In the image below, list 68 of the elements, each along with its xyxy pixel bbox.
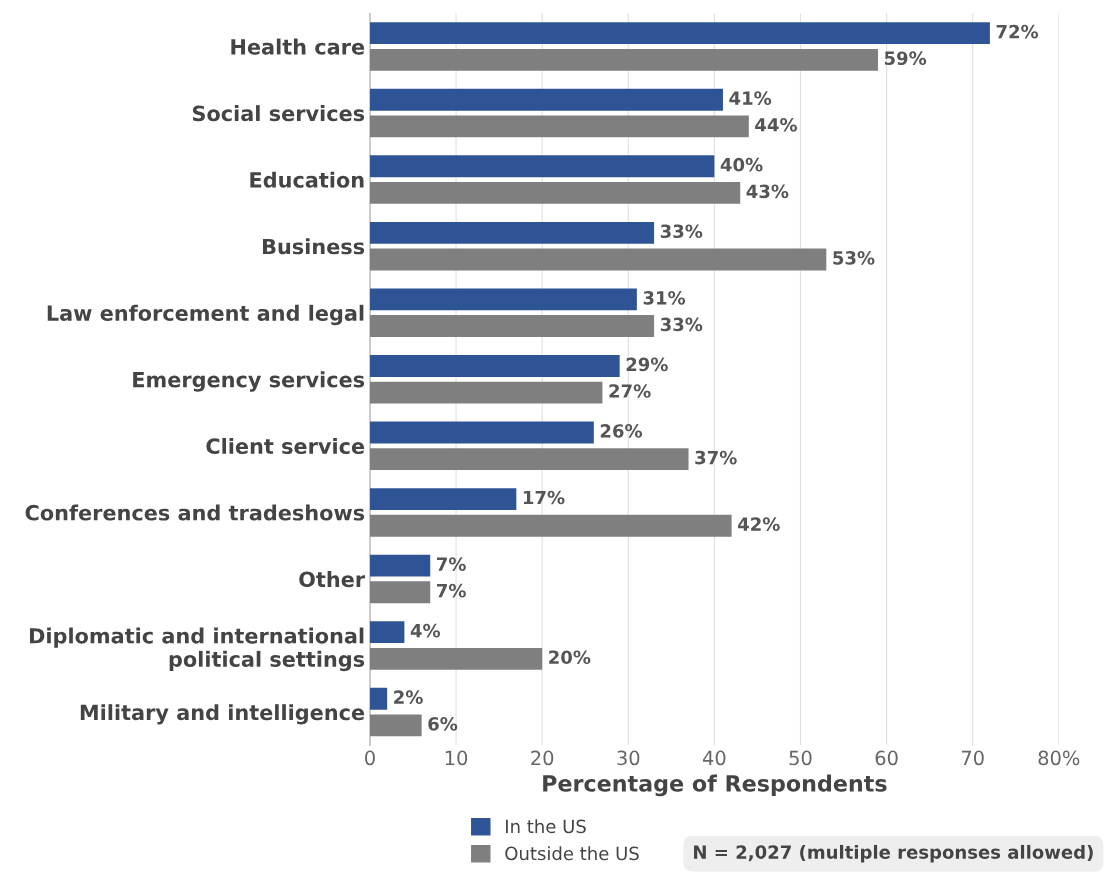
bar [369,421,594,444]
x-tick-label: 20 [531,750,554,766]
data-label: 17% [523,490,565,505]
bar [369,221,655,244]
bar [369,647,543,670]
x-tick-label: 60 [875,750,898,766]
x-tick-label: 80% [1038,750,1080,766]
y-tick-label: Other [299,571,366,588]
data-label: 53% [833,251,875,265]
data-label: 37% [695,450,737,465]
y-tick-label: Education [250,171,364,188]
data-label: 33% [660,224,703,239]
x-tick-label: 50 [789,750,812,766]
bar [369,554,431,577]
bar [369,115,749,138]
x-tick-label: 30 [617,750,640,766]
x-tick-label: 70 [961,750,984,766]
text: N = 2,027 (multiple responses allowed) [694,844,1093,863]
legend-label: In the US [506,819,586,834]
data-label: 7% [437,583,466,598]
bar [369,182,741,204]
bar [369,288,637,311]
y-tick-label: Diplomatic and international political settings [30,627,365,672]
x-tick-label: 0 [365,750,375,766]
bar [369,88,723,111]
bar [369,714,422,737]
y-tick-label: Client service [206,437,365,455]
bar [369,514,732,537]
data-label: 33% [660,317,703,332]
y-tick-label: Business [263,238,365,255]
x-tick-label: 10 [445,750,468,766]
bar [369,581,431,604]
bar [369,315,655,337]
data-label: 31% [643,290,686,305]
data-label: 7% [437,557,466,571]
data-label: 40% [720,157,763,172]
bar [369,155,715,178]
y-tick-label: Conferences and tradeshows [25,504,365,521]
bar [369,488,517,510]
data-label: 41% [729,91,772,105]
data-label: 4% [410,623,441,638]
data-label: 43% [746,184,789,199]
y-tick-label: Military and intelligence [80,704,365,725]
data-label: 29% [626,357,668,372]
data-label: 6% [428,716,458,731]
data-label: 72% [996,24,1039,39]
bar [369,687,388,710]
y-tick-label: Law enforcement and legal [47,304,364,326]
bar [369,248,827,271]
data-label: 26% [600,424,643,438]
data-label: 27% [609,384,651,398]
bar [369,355,620,377]
data-label: 59% [884,51,927,66]
x-axis-title: Percentage of Respondents [543,774,887,797]
bar [369,48,878,71]
bar [369,381,603,404]
y-tick-label: Health care [231,38,365,55]
data-label: 42% [737,517,780,531]
bar [369,621,405,644]
bar [369,22,990,45]
y-tick-label: Social services [192,105,365,122]
data-label: 20% [549,650,591,665]
bar [369,448,689,471]
data-label: 2% [394,690,423,705]
legend-label: Outside the US [505,846,639,861]
x-tick-label: 40 [702,750,726,766]
y-tick-label: Emergency services [133,371,365,392]
data-label: 44% [755,117,798,132]
